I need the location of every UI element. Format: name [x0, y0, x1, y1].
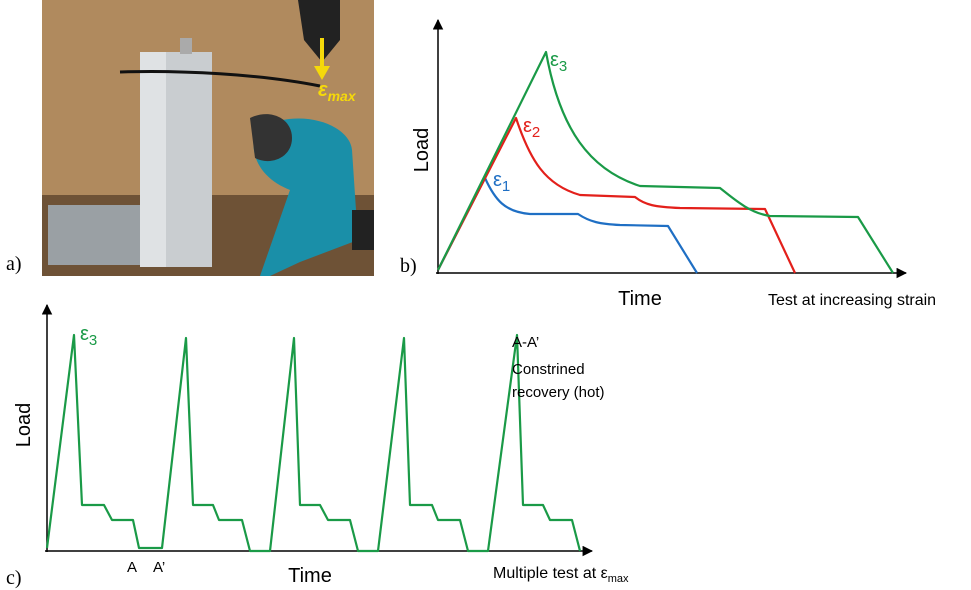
subscript: max: [328, 88, 357, 104]
subscript: 3: [89, 332, 97, 349]
point-label: A: [127, 559, 137, 576]
caption: Multiple test at εmax: [493, 565, 629, 585]
subscript: 3: [559, 58, 567, 75]
subscript: 2: [532, 124, 540, 141]
panel-label: a): [6, 253, 22, 275]
cyclic-curve: [45, 333, 582, 553]
point-label: A’: [153, 559, 165, 576]
y-axis-title: Load: [13, 403, 35, 448]
subscript: 1: [502, 178, 510, 195]
curve-e1: [437, 176, 698, 274]
panel-label: b): [400, 255, 417, 277]
panel-label: c): [6, 567, 22, 589]
curve-e2: [437, 116, 796, 274]
curve-e3: [437, 50, 894, 274]
caption: Test at increasing strain: [768, 292, 936, 309]
x-axis-title: Time: [618, 288, 662, 310]
strain-label: ε3: [80, 323, 97, 349]
symbol: ε: [493, 169, 502, 191]
subscript: max: [608, 573, 629, 585]
annotation: recovery (hot): [512, 384, 605, 401]
symbol: ε: [550, 49, 559, 71]
photo-strain-label: εmax: [318, 79, 357, 104]
x-axis-title: Time: [288, 565, 332, 587]
strain-label: ε1: [493, 169, 510, 195]
y-axis-title: Load: [411, 128, 433, 173]
strain-label: ε3: [550, 49, 567, 75]
symbol: ε: [80, 323, 89, 345]
strain-label: ε2: [523, 115, 540, 141]
photo: εmax: [42, 0, 374, 277]
symbol: ε: [523, 115, 532, 137]
caption-text: Multiple test at ε: [493, 565, 608, 582]
annotation: A-A’: [512, 334, 539, 351]
symbol: ε: [318, 79, 328, 101]
annotation: Constrined: [512, 361, 585, 378]
